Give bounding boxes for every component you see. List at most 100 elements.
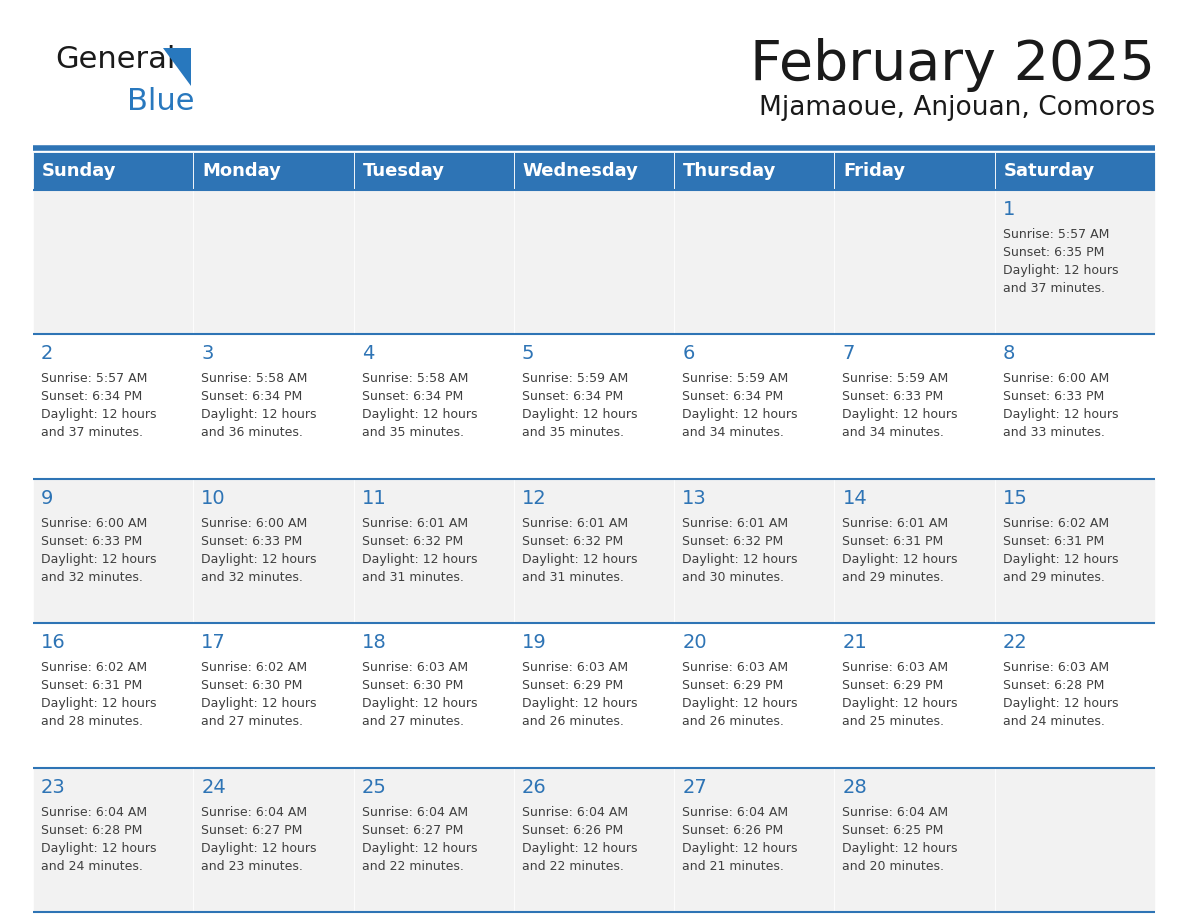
Bar [834, 479, 994, 623]
Text: 12: 12 [522, 488, 546, 508]
Text: Sunset: 6:27 PM: Sunset: 6:27 PM [201, 823, 303, 836]
Bar [674, 479, 834, 623]
Text: Sunrise: 5:57 AM: Sunrise: 5:57 AM [42, 373, 147, 386]
Text: and 35 minutes.: and 35 minutes. [361, 426, 463, 440]
Text: 14: 14 [842, 488, 867, 508]
Text: Daylight: 12 hours: Daylight: 12 hours [201, 697, 317, 711]
Text: 17: 17 [201, 633, 226, 652]
Bar [354, 623, 514, 767]
Text: 15: 15 [1003, 488, 1028, 508]
Bar [994, 767, 1155, 912]
Text: Sunrise: 6:04 AM: Sunrise: 6:04 AM [201, 806, 308, 819]
Text: and 33 minutes.: and 33 minutes. [1003, 426, 1105, 440]
Text: Sunrise: 6:02 AM: Sunrise: 6:02 AM [42, 661, 147, 674]
Text: and 27 minutes.: and 27 minutes. [201, 715, 303, 728]
Text: Daylight: 12 hours: Daylight: 12 hours [682, 409, 797, 421]
Text: Daylight: 12 hours: Daylight: 12 hours [361, 409, 478, 421]
Text: Sunset: 6:30 PM: Sunset: 6:30 PM [201, 679, 303, 692]
Text: and 35 minutes.: and 35 minutes. [522, 426, 624, 440]
Text: Daylight: 12 hours: Daylight: 12 hours [201, 409, 317, 421]
Text: 28: 28 [842, 778, 867, 797]
Text: Sunrise: 6:03 AM: Sunrise: 6:03 AM [842, 661, 948, 674]
Bar [834, 334, 994, 479]
Text: Daylight: 12 hours: Daylight: 12 hours [42, 553, 157, 565]
Bar [834, 767, 994, 912]
Bar [354, 767, 514, 912]
Text: Sunset: 6:29 PM: Sunset: 6:29 PM [522, 679, 624, 692]
Text: Daylight: 12 hours: Daylight: 12 hours [842, 697, 958, 711]
Text: 7: 7 [842, 344, 855, 364]
Text: Sunrise: 6:03 AM: Sunrise: 6:03 AM [682, 661, 789, 674]
Text: Daylight: 12 hours: Daylight: 12 hours [842, 842, 958, 855]
Text: 11: 11 [361, 488, 386, 508]
Bar [354, 479, 514, 623]
Text: Wednesday: Wednesday [523, 162, 639, 180]
Text: 21: 21 [842, 633, 867, 652]
Text: Sunset: 6:32 PM: Sunset: 6:32 PM [682, 535, 783, 548]
Text: Sunset: 6:34 PM: Sunset: 6:34 PM [682, 390, 783, 403]
Text: 27: 27 [682, 778, 707, 797]
Bar [33, 152, 194, 190]
Text: Daylight: 12 hours: Daylight: 12 hours [842, 409, 958, 421]
Bar [674, 190, 834, 334]
Bar [514, 623, 674, 767]
Text: and 29 minutes.: and 29 minutes. [1003, 571, 1105, 584]
Text: Sunset: 6:35 PM: Sunset: 6:35 PM [1003, 246, 1104, 259]
Bar [514, 152, 674, 190]
Text: Sunset: 6:31 PM: Sunset: 6:31 PM [42, 679, 143, 692]
Text: Daylight: 12 hours: Daylight: 12 hours [1003, 409, 1118, 421]
Bar [194, 623, 354, 767]
Bar [194, 190, 354, 334]
Text: Sunrise: 6:02 AM: Sunrise: 6:02 AM [201, 661, 308, 674]
Text: Sunset: 6:31 PM: Sunset: 6:31 PM [842, 535, 943, 548]
Text: 25: 25 [361, 778, 386, 797]
Text: Daylight: 12 hours: Daylight: 12 hours [522, 842, 637, 855]
Text: Sunset: 6:32 PM: Sunset: 6:32 PM [522, 535, 624, 548]
Text: Tuesday: Tuesday [362, 162, 444, 180]
Text: Daylight: 12 hours: Daylight: 12 hours [201, 553, 317, 565]
Text: 9: 9 [42, 488, 53, 508]
Bar [33, 623, 194, 767]
Bar [674, 152, 834, 190]
Text: and 34 minutes.: and 34 minutes. [682, 426, 784, 440]
Text: Sunday: Sunday [42, 162, 116, 180]
Text: Sunrise: 6:00 AM: Sunrise: 6:00 AM [42, 517, 147, 530]
Text: 20: 20 [682, 633, 707, 652]
Text: Sunset: 6:29 PM: Sunset: 6:29 PM [682, 679, 783, 692]
Bar [33, 190, 194, 334]
Text: Daylight: 12 hours: Daylight: 12 hours [42, 409, 157, 421]
Bar [33, 767, 194, 912]
Text: Daylight: 12 hours: Daylight: 12 hours [1003, 697, 1118, 711]
Text: and 37 minutes.: and 37 minutes. [1003, 282, 1105, 295]
Text: and 26 minutes.: and 26 minutes. [682, 715, 784, 728]
Text: 4: 4 [361, 344, 374, 364]
Text: Sunset: 6:26 PM: Sunset: 6:26 PM [682, 823, 783, 836]
Text: Sunrise: 5:59 AM: Sunrise: 5:59 AM [522, 373, 628, 386]
Text: Sunrise: 5:57 AM: Sunrise: 5:57 AM [1003, 228, 1110, 241]
Text: 10: 10 [201, 488, 226, 508]
Text: and 32 minutes.: and 32 minutes. [42, 571, 143, 584]
Text: Sunset: 6:28 PM: Sunset: 6:28 PM [42, 823, 143, 836]
Text: 2: 2 [42, 344, 53, 364]
Bar [354, 190, 514, 334]
Text: and 31 minutes.: and 31 minutes. [522, 571, 624, 584]
Text: Sunrise: 6:03 AM: Sunrise: 6:03 AM [361, 661, 468, 674]
Text: Sunset: 6:32 PM: Sunset: 6:32 PM [361, 535, 463, 548]
Bar [194, 152, 354, 190]
Text: Monday: Monday [202, 162, 282, 180]
Bar [834, 152, 994, 190]
Text: and 25 minutes.: and 25 minutes. [842, 715, 944, 728]
Text: and 37 minutes.: and 37 minutes. [42, 426, 143, 440]
Text: Sunrise: 6:02 AM: Sunrise: 6:02 AM [1003, 517, 1108, 530]
Bar [674, 334, 834, 479]
Text: 1: 1 [1003, 200, 1015, 219]
Text: Sunset: 6:34 PM: Sunset: 6:34 PM [42, 390, 143, 403]
Text: Sunrise: 6:01 AM: Sunrise: 6:01 AM [361, 517, 468, 530]
Text: Sunrise: 5:58 AM: Sunrise: 5:58 AM [201, 373, 308, 386]
Text: and 21 minutes.: and 21 minutes. [682, 859, 784, 873]
Text: and 30 minutes.: and 30 minutes. [682, 571, 784, 584]
Text: Sunrise: 6:00 AM: Sunrise: 6:00 AM [201, 517, 308, 530]
Text: Daylight: 12 hours: Daylight: 12 hours [42, 842, 157, 855]
Text: Sunrise: 6:01 AM: Sunrise: 6:01 AM [842, 517, 948, 530]
Bar [834, 623, 994, 767]
